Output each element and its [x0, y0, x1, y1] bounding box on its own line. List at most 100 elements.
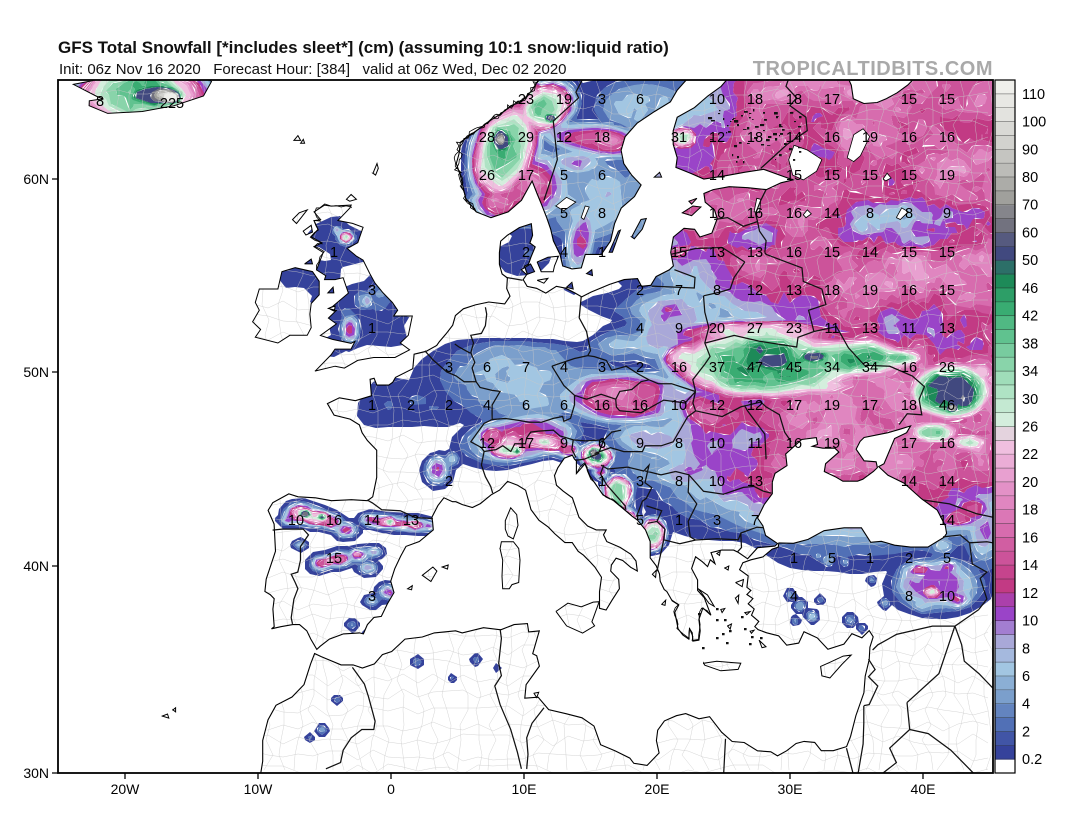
svg-text:34: 34 — [862, 360, 878, 376]
svg-text:7: 7 — [675, 283, 683, 299]
svg-text:50N: 50N — [23, 364, 49, 380]
svg-text:16: 16 — [901, 360, 917, 376]
svg-text:1: 1 — [866, 551, 874, 567]
svg-text:8: 8 — [905, 589, 913, 605]
svg-text:6: 6 — [522, 398, 530, 414]
svg-text:14: 14 — [901, 474, 917, 490]
svg-text:10: 10 — [709, 474, 725, 490]
svg-text:6: 6 — [598, 168, 606, 184]
svg-text:9: 9 — [675, 321, 683, 337]
svg-text:3: 3 — [445, 360, 453, 376]
svg-text:14: 14 — [862, 245, 878, 261]
svg-text:18: 18 — [594, 130, 610, 146]
svg-text:16: 16 — [709, 206, 725, 222]
svg-text:3: 3 — [636, 474, 644, 490]
svg-text:4: 4 — [560, 360, 568, 376]
svg-text:9: 9 — [560, 436, 568, 452]
svg-text:70: 70 — [1022, 198, 1038, 214]
svg-text:17: 17 — [824, 92, 840, 108]
svg-text:2: 2 — [407, 398, 415, 414]
svg-text:2: 2 — [636, 360, 644, 376]
svg-text:22: 22 — [1022, 447, 1038, 463]
svg-text:10: 10 — [939, 589, 955, 605]
svg-text:15: 15 — [901, 168, 917, 184]
svg-text:20: 20 — [709, 321, 725, 337]
svg-text:19: 19 — [824, 398, 840, 414]
svg-text:16: 16 — [901, 283, 917, 299]
svg-text:60: 60 — [1022, 226, 1038, 242]
svg-text:18: 18 — [1022, 503, 1038, 519]
svg-text:8: 8 — [866, 206, 874, 222]
svg-text:14: 14 — [939, 474, 955, 490]
svg-text:2: 2 — [445, 398, 453, 414]
svg-text:2: 2 — [905, 551, 913, 567]
svg-text:26: 26 — [939, 360, 955, 376]
svg-text:6: 6 — [598, 436, 606, 452]
svg-text:46: 46 — [1022, 281, 1038, 297]
svg-text:30E: 30E — [778, 781, 803, 797]
svg-text:16: 16 — [901, 130, 917, 146]
svg-text:0: 0 — [387, 781, 395, 797]
svg-text:19: 19 — [824, 436, 840, 452]
svg-text:4: 4 — [790, 589, 798, 605]
svg-text:30: 30 — [1022, 392, 1038, 408]
svg-text:12: 12 — [556, 130, 572, 146]
svg-text:19: 19 — [939, 168, 955, 184]
svg-text:2: 2 — [636, 283, 644, 299]
svg-text:3: 3 — [713, 513, 721, 529]
svg-text:47: 47 — [747, 360, 763, 376]
svg-text:15: 15 — [824, 168, 840, 184]
svg-text:11: 11 — [747, 436, 762, 452]
svg-text:13: 13 — [709, 245, 725, 261]
svg-text:15: 15 — [862, 168, 878, 184]
svg-text:15: 15 — [901, 92, 917, 108]
svg-text:14: 14 — [1022, 558, 1038, 574]
svg-text:12: 12 — [709, 398, 725, 414]
svg-text:TROPICALTIDBITS.COM: TROPICALTIDBITS.COM — [753, 58, 993, 80]
svg-text:1: 1 — [368, 398, 376, 414]
svg-text:8: 8 — [675, 474, 683, 490]
svg-text:0.2: 0.2 — [1022, 752, 1042, 768]
svg-text:12: 12 — [747, 398, 763, 414]
svg-text:9: 9 — [636, 436, 644, 452]
svg-text:3: 3 — [598, 92, 606, 108]
svg-text:18: 18 — [747, 130, 763, 146]
svg-text:18: 18 — [786, 92, 802, 108]
svg-text:17: 17 — [518, 168, 534, 184]
svg-text:28: 28 — [479, 130, 495, 146]
svg-text:1: 1 — [790, 551, 798, 567]
svg-text:13: 13 — [862, 321, 878, 337]
svg-text:5: 5 — [636, 513, 644, 529]
svg-text:8: 8 — [96, 94, 104, 110]
svg-text:13: 13 — [747, 245, 763, 261]
svg-text:17: 17 — [786, 398, 802, 414]
svg-text:3: 3 — [598, 360, 606, 376]
svg-text:1: 1 — [598, 245, 606, 261]
svg-text:9: 9 — [943, 206, 951, 222]
svg-text:11: 11 — [901, 321, 916, 337]
svg-text:29: 29 — [518, 130, 534, 146]
svg-text:20W: 20W — [111, 781, 141, 797]
svg-text:7: 7 — [522, 360, 530, 376]
svg-text:14: 14 — [709, 168, 725, 184]
svg-text:16: 16 — [326, 513, 342, 529]
svg-text:1: 1 — [330, 245, 338, 261]
svg-text:8: 8 — [905, 206, 913, 222]
svg-text:4: 4 — [636, 321, 644, 337]
svg-text:34: 34 — [824, 360, 840, 376]
svg-text:16: 16 — [747, 206, 763, 222]
svg-text:4: 4 — [483, 398, 491, 414]
svg-text:10: 10 — [709, 92, 725, 108]
svg-text:16: 16 — [786, 245, 802, 261]
svg-text:14: 14 — [824, 206, 840, 222]
svg-text:12: 12 — [1022, 586, 1038, 602]
svg-text:15: 15 — [939, 92, 955, 108]
svg-text:3: 3 — [368, 283, 376, 299]
svg-text:100: 100 — [1022, 115, 1046, 131]
svg-text:42: 42 — [1022, 309, 1038, 325]
svg-text:50: 50 — [1022, 253, 1038, 269]
svg-text:23: 23 — [786, 321, 802, 337]
svg-text:2: 2 — [522, 245, 530, 261]
svg-text:8: 8 — [675, 436, 683, 452]
svg-text:13: 13 — [939, 321, 955, 337]
